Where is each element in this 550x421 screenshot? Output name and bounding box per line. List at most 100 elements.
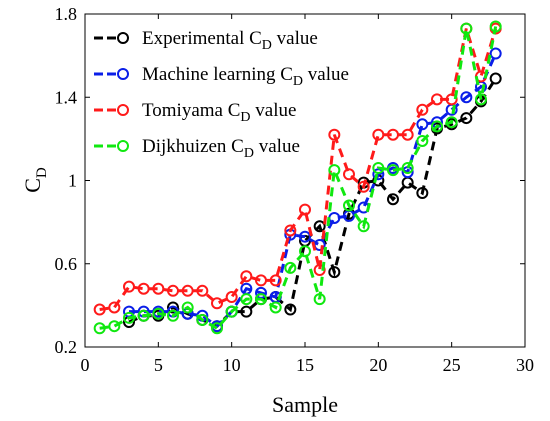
series-line [99,28,498,312]
data-point [460,22,473,35]
data-point [328,128,341,141]
x-tick-label: 5 [154,355,163,375]
data-point [284,224,297,237]
data-point [255,293,267,306]
data-point [108,320,121,333]
x-tick-label: 10 [223,355,241,375]
data-point [460,91,473,104]
data-point [445,116,458,129]
data-point [387,128,399,141]
series-layer [93,20,502,335]
data-point [401,162,414,175]
legend-label-sub: D [240,110,250,125]
y-tick-label: 0.6 [55,254,78,274]
data-point [445,93,458,106]
legend-item-4: Dijkhuizen CD value [94,136,300,161]
y-axis-label-main: C [20,178,45,193]
legend-label: Machine learning CD value [142,64,349,89]
legend-label-main: Tomiyama C [142,100,240,121]
data-point [225,305,238,318]
data-point [240,305,253,318]
legend-item-3: Tomiyama CD value [94,100,296,125]
legend-label-main: Experimental C [142,28,262,49]
legend-label-sub: D [244,146,254,161]
data-point [401,128,414,141]
legend-label-tail: value [303,64,349,85]
data-point [123,280,135,293]
data-point [489,47,502,60]
legend-label-main: Dijkhuizen C [142,136,244,157]
data-point [328,266,341,279]
y-tick-label: 1.4 [55,87,78,107]
data-point [196,284,209,297]
legend-label-sub: D [262,38,272,53]
legend-label-sub: D [293,74,303,89]
data-point [313,293,326,306]
data-point [137,282,150,295]
data-point [475,93,487,106]
data-point [357,180,370,193]
legend-label: Experimental CD value [142,28,318,53]
legend-label: Tomiyama CD value [142,100,296,125]
x-tick-label: 30 [516,355,534,375]
data-point [416,118,429,131]
x-tick-label: 15 [296,355,314,375]
legend-label-tail: value [272,28,318,49]
x-tick-label: 20 [369,355,387,375]
data-point [152,282,165,295]
legend-swatch-marker [117,104,129,116]
data-point [196,313,209,326]
axes-layer: 0 5 10 15 20 25 30 0.2 0.6 1 1.4 1.8 [55,4,535,375]
data-point [255,274,267,287]
data-point [357,220,370,233]
data-point [137,309,150,322]
data-point [167,309,179,322]
legend-swatch-marker [117,140,129,152]
data-point [489,20,502,33]
data-point [240,293,253,306]
data-point [269,274,282,287]
data-point [460,112,473,125]
data-point [431,93,443,106]
data-point [211,297,223,310]
data-point [93,303,106,316]
data-point [416,103,429,116]
data-point [225,291,238,304]
data-point [343,168,355,181]
data-point [313,220,326,233]
data-point [299,203,311,216]
legend-label-main: Machine learning C [142,64,293,85]
legend-label-tail: value [251,100,297,121]
x-tick-label: 0 [81,355,90,375]
y-axis-label: CD [20,167,50,193]
data-point [269,301,282,314]
y-axis-label-sub: D [34,167,50,178]
data-point [387,164,399,177]
legend-item-2: Machine learning CD value [94,64,349,89]
data-point [416,186,429,199]
data-point [489,72,502,85]
y-tick-label: 1 [68,171,77,191]
data-point [299,230,311,243]
data-point [313,263,326,276]
data-point [181,284,194,297]
data-point [167,301,179,314]
data-point [108,301,121,314]
data-point [431,120,443,133]
legend-label-tail: value [254,136,300,157]
plot-area [84,13,526,348]
data-point [299,245,311,258]
y-tick-label: 0.2 [55,337,78,357]
legend-item-1: Experimental CD value [94,28,318,53]
data-point [93,322,106,335]
data-point [284,261,297,274]
legend-label: Dijkhuizen CD value [142,136,300,161]
legend-swatch-marker [117,68,129,80]
x-tick-label: 25 [443,355,461,375]
data-point [123,311,135,324]
data-point [240,270,253,283]
data-point [328,164,341,177]
x-axis-label: Sample [272,392,338,417]
